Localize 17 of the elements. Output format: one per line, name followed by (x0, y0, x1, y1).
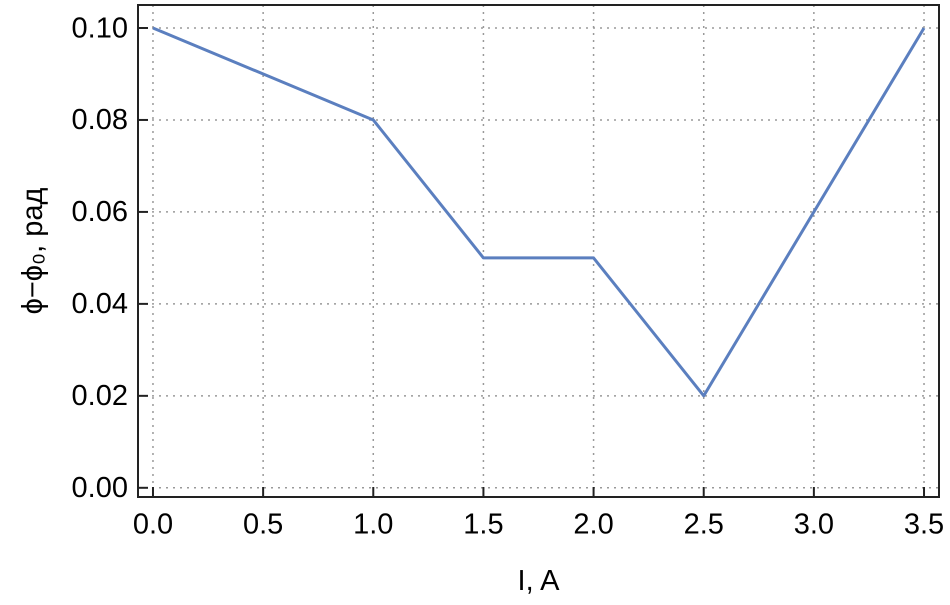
x-tick-label: 0.0 (132, 508, 174, 541)
y-tick-label: 0.06 (72, 196, 128, 228)
x-axis-title: I, A (518, 565, 560, 597)
y-tick-label: 0.02 (72, 380, 128, 412)
x-tick-label: 0.5 (242, 508, 284, 541)
y-tick-label: 0.10 (72, 12, 128, 44)
x-tick-label: 1.0 (353, 508, 394, 541)
y-tick-label: 0.08 (72, 104, 128, 136)
y-tick-label: 0.00 (72, 472, 128, 504)
x-tick-label: 1.5 (463, 508, 504, 541)
y-axis-title: ϕ−ϕ₀, рад (17, 188, 49, 314)
x-tick-label: 3.0 (794, 508, 834, 541)
y-tick-label: 0.04 (72, 288, 128, 320)
line-series (151, 26, 926, 398)
x-tick-label: 3.5 (904, 508, 944, 541)
x-tick-label: 2.0 (573, 508, 614, 541)
x-tick-label: 2.5 (684, 508, 724, 541)
